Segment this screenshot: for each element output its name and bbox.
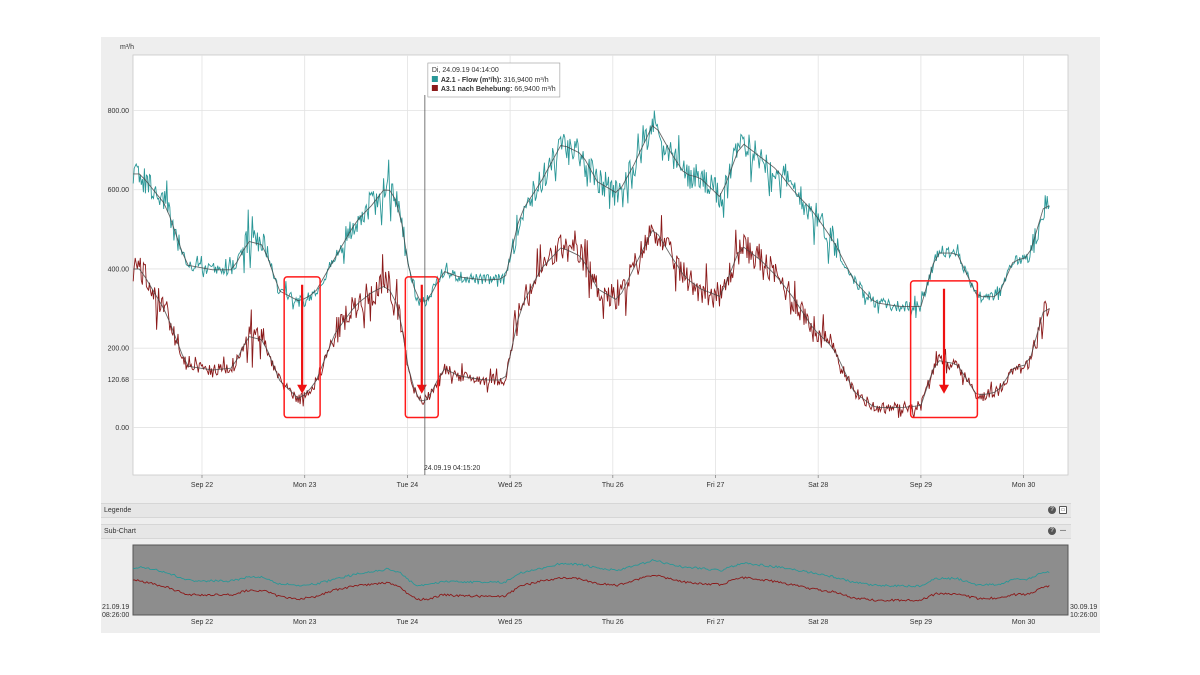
minus-icon[interactable]: —: [1060, 528, 1066, 534]
trend-line: [133, 124, 1050, 308]
crosshair-time-label: 24.09.19 04:15:20: [424, 465, 481, 472]
subchart-panel-title: Sub-Chart: [104, 528, 136, 535]
subchart-panel-bar[interactable]: Sub-Chart ? —: [101, 524, 1071, 539]
arrow-head: [416, 384, 427, 394]
navigator-x-tick-label: Sep 22: [191, 619, 213, 626]
x-tick-label: Tue 24: [397, 482, 419, 489]
tooltip-row: A3.1 nach Behebung: 66,9400 m³/h: [441, 86, 556, 93]
navigator-start-label: 21.09.19: [102, 604, 129, 611]
grid: [133, 55, 1068, 475]
annotations: [283, 276, 979, 419]
navigator-x-axis: Sep 22 Mon 23 Tue 24 Wed 25 Thu 26 Fri 27 Sat …: [191, 619, 1035, 626]
window-icon[interactable]: ▭: [1059, 506, 1067, 514]
crosshair: 24.09.19 04:15:20 Di, 24.09.19 04:14:00 A2…: [424, 62, 561, 475]
x-tick-label: Sat 28: [808, 482, 828, 489]
y-tick-label: 400.00: [108, 266, 130, 273]
arrow-head: [939, 384, 950, 394]
series: [132, 110, 1050, 418]
navigator-series: [133, 559, 1050, 602]
x-axis: Sep 22 Mon 23 Tue 24 Wed 25 Thu 26 Fri 27 Sat …: [191, 475, 1035, 489]
highlight-box: [909, 280, 979, 419]
navigator-end-label: 10:26:00: [1070, 612, 1097, 619]
highlight-box: [404, 276, 439, 419]
y-tick-label: 600.00: [108, 187, 130, 194]
question-circle-icon[interactable]: ?: [1048, 506, 1056, 514]
navigator-area[interactable]: [132, 544, 1069, 616]
navigator-x-tick-label: Wed 25: [498, 619, 522, 626]
y-axis: 0.00 120.68 200.00 400.00 600.00 800.00: [108, 108, 130, 432]
tooltip-row: A2.1 - Flow (m³/h): 316,9400 m³/h: [441, 77, 549, 84]
trend-line: [133, 229, 1050, 409]
x-tick-label: Mon 23: [293, 482, 316, 489]
y-axis-unit: m³/h: [120, 44, 134, 51]
legend-panel-bar[interactable]: Legende ? ▭: [101, 503, 1071, 518]
navigator-end-label: 30.09.19: [1070, 604, 1097, 611]
chart-canvas[interactable]: 0.00 120.68 200.00 400.00 600.00 800.00 Sep 2…: [101, 37, 1100, 633]
y-tick-label: 120.68: [108, 377, 130, 384]
navigator-series-line: [133, 574, 1050, 602]
tooltip-box: [427, 62, 561, 98]
navigator-x-tick-label: Thu 26: [602, 619, 624, 626]
y-tick-label: 800.00: [108, 108, 130, 115]
legend-panel-title: Legende: [104, 507, 132, 514]
navigator-x-tick-label: Sep 29: [910, 619, 932, 626]
x-tick-label: Wed 25: [498, 482, 522, 489]
y-tick-label: 0.00: [115, 425, 129, 432]
tooltip-swatch: [431, 76, 438, 82]
navigator-x-tick-label: Sat 28: [808, 619, 828, 626]
x-tick-label: Fri 27: [707, 482, 725, 489]
navigator-x-tick-label: Fri 27: [707, 619, 725, 626]
navigator-x-tick-label: Mon 30: [1012, 619, 1035, 626]
question-circle-icon[interactable]: ?: [1048, 527, 1056, 535]
navigator-x-tick-label: Tue 24: [397, 619, 419, 626]
arrow-head: [297, 384, 308, 394]
y-tick-label: 200.00: [108, 346, 130, 353]
navigator-series-line: [133, 559, 1050, 588]
tooltip-date: Di, 24.09.19 04:14:00: [432, 67, 499, 74]
x-tick-label: Mon 30: [1012, 482, 1035, 489]
series-line: [132, 110, 1050, 319]
x-tick-label: Sep 22: [191, 482, 213, 489]
navigator-start-label: 08:26:00: [102, 612, 129, 619]
x-tick-label: Thu 26: [602, 482, 624, 489]
navigator-x-tick-label: Mon 23: [293, 619, 316, 626]
tooltip-swatch: [431, 85, 438, 91]
main-plot-area[interactable]: [132, 54, 1069, 476]
chart-application: 0.00 120.68 200.00 400.00 600.00 800.00 Sep 2…: [101, 37, 1100, 633]
highlight-box: [283, 276, 321, 419]
x-tick-label: Sep 29: [910, 482, 932, 489]
